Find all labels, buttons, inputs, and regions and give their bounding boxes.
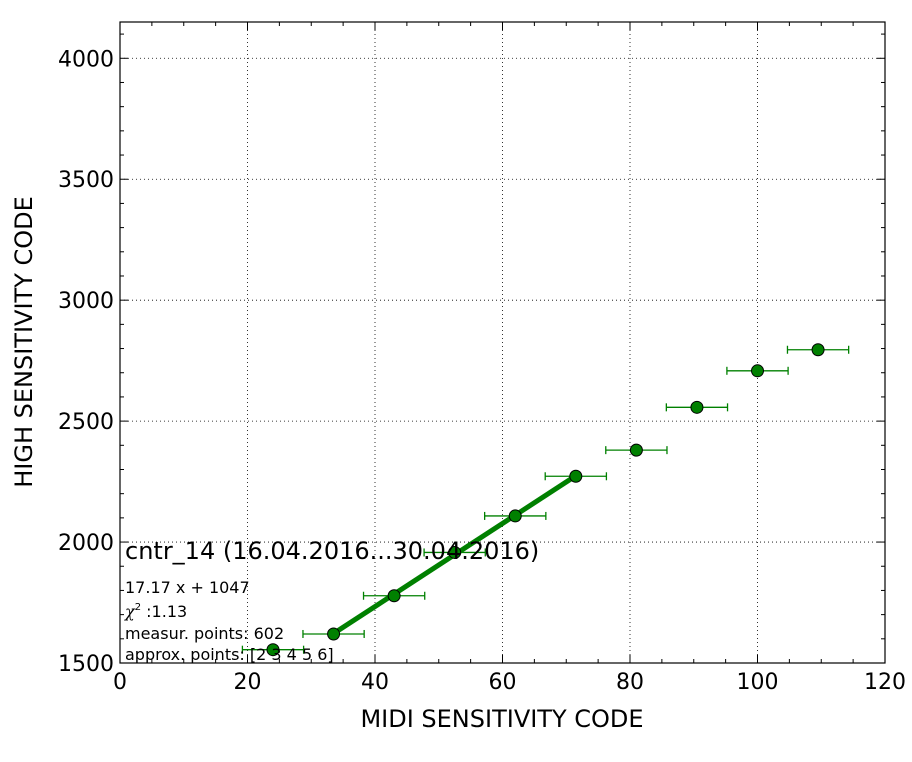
x-tick-labels: 0 20 40 60 80 100 120: [113, 670, 906, 695]
x-tick-label: 60: [489, 670, 517, 695]
data-point: [327, 627, 341, 641]
points: [266, 343, 825, 657]
y-tick-label: 4000: [58, 47, 114, 72]
grid: [120, 22, 885, 663]
x-tick-label: 100: [737, 670, 779, 695]
annotation-block: cntr_14 (16.04.2016...30.04.2016) 17.17 …: [124, 537, 539, 664]
y-tick-label: 2500: [58, 410, 114, 435]
x-tick-label: 40: [361, 670, 389, 695]
data-point: [387, 589, 401, 603]
y-tick-label: 1500: [58, 652, 114, 677]
chi2-value: :1.13: [141, 602, 187, 621]
x-tick-label: 80: [616, 670, 644, 695]
annotation-fit: 17.17 x + 1047: [125, 578, 250, 597]
chi2-exponent: 2: [135, 602, 141, 613]
x-tick-label: 120: [864, 670, 906, 695]
data-point: [508, 509, 522, 523]
data-point: [690, 400, 704, 414]
annotation-chi2: χ2 :1.13: [124, 602, 187, 621]
y-tick-label: 3500: [58, 168, 114, 193]
data-point: [811, 343, 825, 357]
y-axis-label: HIGH SENSITIVITY CODE: [10, 196, 38, 488]
data-point: [569, 469, 583, 483]
chi2-symbol: χ: [124, 602, 136, 621]
annotation-approx-points: approx. points: [2 3 4 5 6]: [125, 645, 334, 664]
annotation-measur-points: measur. points: 602: [125, 624, 284, 643]
data-point: [266, 643, 280, 657]
y-tick-labels: 1500 2000 2500 3000 3500 4000: [58, 47, 114, 677]
x-axis-label: MIDI SENSITIVITY CODE: [360, 705, 643, 733]
data-point: [751, 364, 764, 378]
y-tick-label: 2000: [58, 531, 114, 556]
minor-ticks: [120, 22, 885, 663]
x-tick-label: 20: [234, 670, 262, 695]
annotation-title: cntr_14 (16.04.2016...30.04.2016): [125, 537, 539, 565]
data-point: [448, 545, 462, 559]
data-point: [629, 443, 643, 457]
plot-frame: [119, 21, 886, 664]
x-tick-label: 0: [113, 670, 127, 695]
y-tick-label: 3000: [58, 289, 114, 314]
